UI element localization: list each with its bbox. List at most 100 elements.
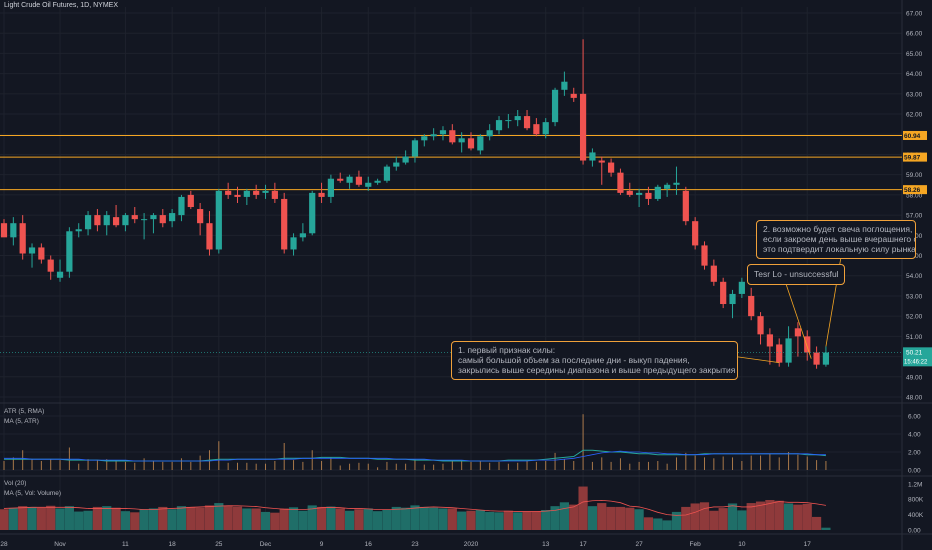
candle-body: [617, 172, 624, 193]
candle-body: [281, 198, 288, 250]
last-price-tag: [903, 347, 932, 367]
atr-tick-label: 0.00: [908, 468, 921, 475]
candle-body: [262, 190, 269, 193]
volume-bar: [391, 506, 401, 530]
volume-bar: [111, 507, 121, 530]
atr-tick-label: 4.00: [908, 432, 921, 439]
annotation-first-strength[interactable]: 1. первый признак силы: самый большой об…: [451, 341, 738, 380]
candle-body: [290, 237, 297, 250]
y-tick-label: 63.00: [906, 91, 923, 98]
volume-bar: [634, 509, 644, 530]
candle-body: [570, 93, 577, 98]
vol-ma-label: MA (5, Vol: Volume): [4, 490, 62, 497]
volume-bar: [541, 510, 551, 530]
candle-body: [486, 130, 493, 137]
candle-body: [178, 196, 185, 216]
candle-body: [215, 190, 222, 250]
volume-bar: [74, 511, 84, 530]
candle-body: [309, 192, 316, 234]
candle-body: [598, 160, 605, 163]
volume-bar: [158, 506, 168, 530]
volume-bar: [727, 503, 738, 530]
volume-bar: [793, 504, 803, 530]
volume-bar: [130, 512, 140, 530]
candle-body: [505, 120, 512, 122]
y-tick-label: 54.00: [906, 273, 923, 280]
candle-body: [766, 334, 773, 347]
candle-body: [374, 180, 381, 183]
volume-bar: [344, 510, 355, 530]
candle-body: [318, 192, 325, 197]
candle-body: [822, 352, 830, 365]
volume-bar: [64, 506, 74, 530]
volume-bar: [513, 512, 523, 530]
y-tick-label: 64.00: [906, 71, 923, 78]
x-tick-label: 17: [579, 541, 587, 548]
candle-body: [551, 89, 559, 123]
volume-bar: [419, 506, 429, 530]
candle-body: [804, 336, 811, 353]
candle-body: [225, 190, 232, 195]
candle-body: [439, 130, 447, 135]
volume-bar: [587, 506, 598, 530]
volume-bar: [774, 500, 784, 530]
volume-bar: [615, 506, 626, 530]
candle-body: [159, 215, 166, 224]
candle-body: [794, 328, 801, 337]
candle-body: [579, 93, 587, 161]
candle-body: [271, 190, 278, 199]
volume-bar: [288, 507, 299, 530]
y-tick-label: 67.00: [906, 11, 923, 18]
volume-bar: [438, 508, 448, 530]
candle-body: [561, 81, 568, 90]
candle-body: [150, 215, 157, 220]
y-tick-label: 49.00: [906, 374, 923, 381]
volume-bar: [578, 486, 588, 530]
volume-bar: [195, 507, 205, 530]
x-tick-label: 17: [804, 541, 812, 548]
candle-body: [654, 186, 661, 199]
candle-body: [477, 136, 484, 151]
candle-body: [748, 295, 755, 317]
annotation-test-low[interactable]: Tesr Lo - unsuccessful: [747, 264, 845, 285]
candle-body: [785, 338, 792, 363]
volume-bar: [625, 507, 635, 530]
volume-bar: [335, 508, 345, 530]
volume-bar: [466, 510, 476, 530]
atr-tick-label: 6.00: [908, 414, 921, 421]
volume-bar: [316, 506, 327, 530]
y-tick-label: 58.00: [906, 192, 923, 199]
x-tick-label: 25: [215, 541, 223, 548]
volume-bar: [755, 501, 766, 530]
y-tick-label: 66.00: [906, 31, 923, 38]
volume-bar: [401, 507, 411, 530]
candle-body: [131, 215, 138, 220]
y-tick-label: 62.00: [906, 112, 923, 119]
volume-bar: [681, 506, 691, 530]
candle-body: [720, 281, 727, 305]
candle-body: [28, 247, 36, 254]
y-tick-label: 59.00: [906, 172, 923, 179]
annotation-engulfing[interactable]: 2. возможно будет свеча поглощения, если…: [756, 220, 916, 259]
volume-bar: [410, 505, 420, 530]
candle-body: [10, 223, 17, 238]
candle-body: [47, 259, 54, 272]
level-tag: [903, 130, 927, 140]
volume-bar: [279, 508, 289, 530]
candle-body: [112, 217, 120, 226]
candle-body: [0, 223, 8, 238]
candle-body: [589, 152, 596, 161]
y-tick-label: 53.00: [906, 293, 923, 300]
level-tag-label: 58.26: [904, 187, 921, 194]
x-tick-label: 11: [122, 541, 129, 548]
candle-body: [729, 293, 736, 305]
x-tick-label: 23: [411, 541, 419, 548]
x-tick-label: 18: [169, 541, 177, 548]
volume-bar: [46, 505, 56, 530]
volume-bar: [522, 511, 532, 530]
y-tick-label: 57.00: [906, 213, 923, 220]
atr-ma-line: [4, 450, 826, 462]
candle-body: [757, 316, 764, 335]
volume-bar: [55, 508, 65, 530]
candle-body: [813, 352, 820, 365]
